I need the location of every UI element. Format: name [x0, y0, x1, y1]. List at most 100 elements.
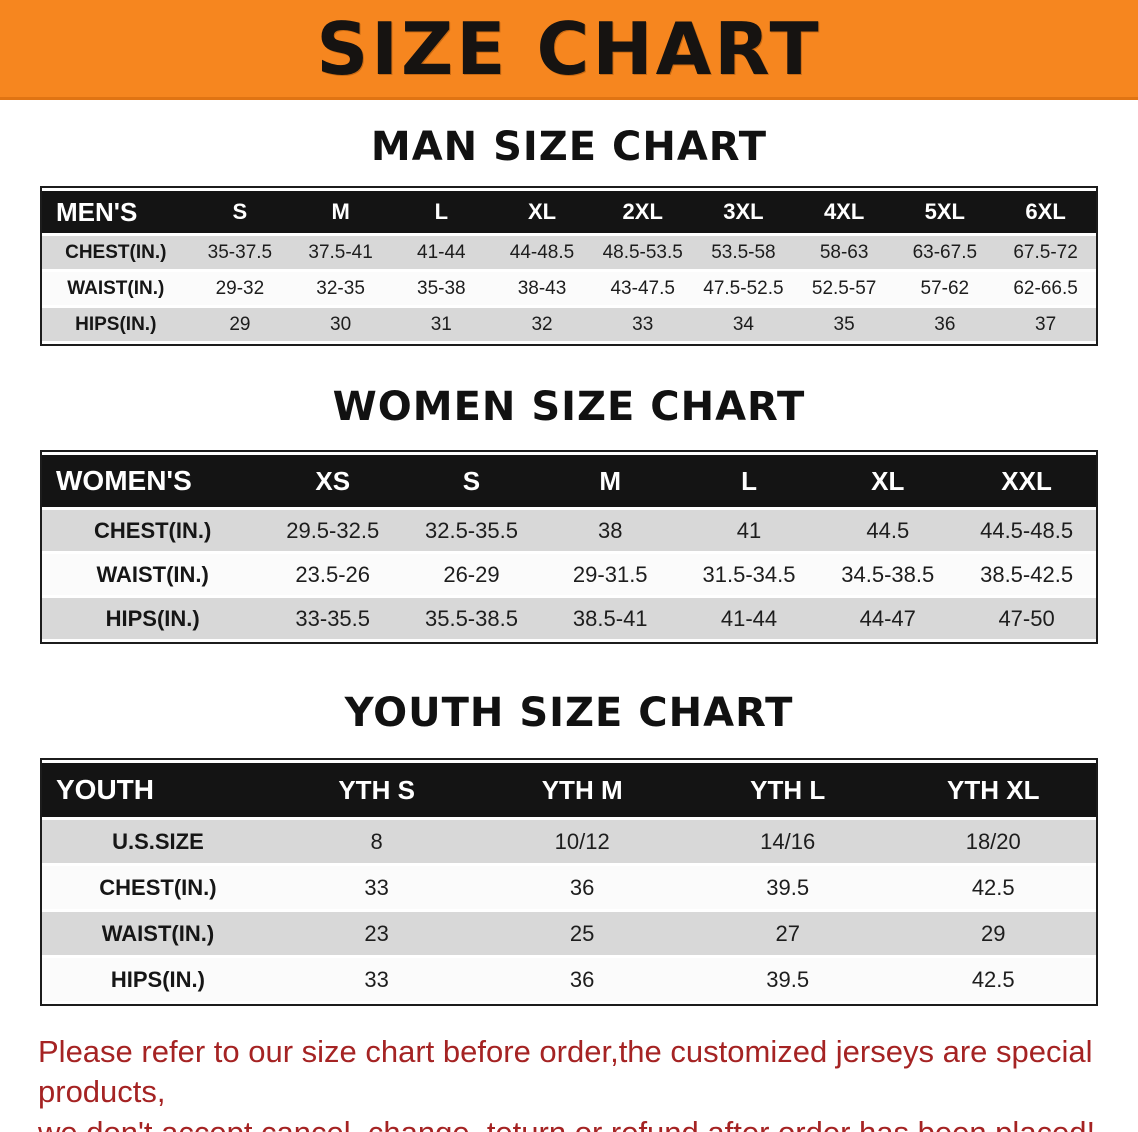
size-value-cell: 35 [793, 308, 895, 341]
size-column-header: 4XL [793, 191, 895, 233]
size-column-header: 3XL [693, 191, 794, 233]
size-value-cell: 62-66.5 [995, 272, 1096, 305]
size-value-cell: 53.5-58 [693, 236, 794, 269]
size-value-cell: 10/12 [479, 820, 685, 863]
size-value-cell: 63-67.5 [894, 236, 996, 269]
size-value-cell: 31.5-34.5 [679, 554, 819, 595]
women-section-heading: WOMEN SIZE CHART [332, 384, 806, 430]
size-column-header: M [540, 455, 680, 507]
size-column-header: XL [818, 455, 958, 507]
size-value-cell: 41 [679, 510, 819, 551]
size-value-cell: 29.5-32.5 [263, 510, 403, 551]
size-value-cell: 47.5-52.5 [693, 272, 794, 305]
size-value-cell: 32-35 [290, 272, 391, 305]
size-value-cell: 37.5-41 [290, 236, 391, 269]
youth-section-heading: YOUTH SIZE CHART [344, 690, 794, 736]
size-value-cell: 35-37.5 [189, 236, 291, 269]
size-value-cell: 29 [189, 308, 291, 341]
size-column-header: 2XL [592, 191, 694, 233]
order-policy-line-2: we don't accept cancel, change, teturn o… [38, 1113, 1100, 1132]
size-value-cell: 42.5 [890, 958, 1096, 1001]
size-value-cell: 44-47 [818, 598, 958, 639]
size-value-cell: 39.5 [684, 958, 891, 1001]
row-label: WAIST(IN.) [42, 272, 190, 305]
size-value-cell: 41-44 [679, 598, 819, 639]
size-value-cell: 37 [995, 308, 1096, 341]
size-column-header: XL [491, 191, 593, 233]
women-size-table: WOMEN'S XS S M L XL XXL CHEST(IN.) 29.5-32.5 32.5… [40, 450, 1098, 644]
size-value-cell: 35-38 [390, 272, 492, 305]
size-value-cell: 23.5-26 [263, 554, 403, 595]
row-label: WAIST(IN.) [42, 554, 264, 595]
size-value-cell: 34.5-38.5 [818, 554, 958, 595]
table-row: CHEST(IN.) 35-37.5 37.5-41 41-44 44-48.5 48.5… [42, 236, 1096, 269]
row-label: CHEST(IN.) [42, 236, 190, 269]
size-value-cell: 29-31.5 [540, 554, 680, 595]
size-column-header: YTH L [684, 763, 891, 817]
size-value-cell: 38.5-42.5 [957, 554, 1096, 595]
table-row: HIPS(IN.) 33-35.5 35.5-38.5 38.5-41 41-44 44-… [42, 598, 1096, 639]
size-value-cell: 33-35.5 [263, 598, 403, 639]
table-row: WAIST(IN.) 23.5-26 26-29 29-31.5 31.5-34.5 34… [42, 554, 1096, 595]
size-value-cell: 29 [890, 912, 1096, 955]
size-value-cell: 36 [894, 308, 996, 341]
size-value-cell: 43-47.5 [592, 272, 694, 305]
size-column-header: XS [263, 455, 403, 507]
row-label: HIPS(IN.) [42, 958, 274, 1001]
size-column-header: M [290, 191, 391, 233]
table-row: U.S.SIZE 8 10/12 14/16 18/20 [42, 820, 1096, 863]
size-column-header: L [390, 191, 492, 233]
size-column-header: L [679, 455, 819, 507]
table-corner-label: WOMEN'S [42, 455, 264, 507]
row-label: U.S.SIZE [42, 820, 274, 863]
size-value-cell: 36 [479, 958, 685, 1001]
size-value-cell: 44.5-48.5 [957, 510, 1096, 551]
size-value-cell: 18/20 [890, 820, 1096, 863]
size-value-cell: 57-62 [894, 272, 996, 305]
size-value-cell: 25 [479, 912, 685, 955]
size-value-cell: 34 [693, 308, 794, 341]
size-value-cell: 31 [390, 308, 492, 341]
size-chart-banner: SIZE CHART [0, 0, 1138, 100]
size-value-cell: 8 [273, 820, 480, 863]
table-row: HIPS(IN.) 29 30 31 32 33 34 35 36 37 [42, 308, 1096, 341]
size-value-cell: 33 [273, 866, 480, 909]
size-value-cell: 38.5-41 [540, 598, 680, 639]
size-value-cell: 42.5 [890, 866, 1096, 909]
youth-size-table: YOUTH YTH S YTH M YTH L YTH XL U.S.SIZE 8 10/12… [40, 758, 1098, 1006]
size-column-header: YTH XL [890, 763, 1096, 817]
size-value-cell: 33 [273, 958, 480, 1001]
size-value-cell: 41-44 [390, 236, 492, 269]
size-value-cell: 44-48.5 [491, 236, 593, 269]
size-value-cell: 26-29 [402, 554, 541, 595]
size-value-cell: 14/16 [684, 820, 891, 863]
table-row: CHEST(IN.) 29.5-32.5 32.5-35.5 38 41 44.5 44.5… [42, 510, 1096, 551]
size-value-cell: 33 [592, 308, 694, 341]
size-value-cell: 23 [273, 912, 480, 955]
row-label: CHEST(IN.) [42, 510, 264, 551]
table-corner-label: YOUTH [42, 763, 274, 817]
men-section-heading: MAN SIZE CHART [370, 124, 768, 170]
size-value-cell: 39.5 [684, 866, 891, 909]
size-value-cell: 44.5 [818, 510, 958, 551]
row-label: CHEST(IN.) [42, 866, 274, 909]
size-value-cell: 32 [491, 308, 593, 341]
size-value-cell: 27 [684, 912, 891, 955]
size-column-header: S [402, 455, 541, 507]
row-label: HIPS(IN.) [42, 598, 264, 639]
table-row: WAIST(IN.) 23 25 27 29 [42, 912, 1096, 955]
size-value-cell: 47-50 [957, 598, 1096, 639]
size-column-header: 6XL [995, 191, 1096, 233]
banner-title: SIZE CHART [316, 6, 822, 91]
size-column-header: YTH S [273, 763, 480, 817]
order-policy-notice: Please refer to our size chart before or… [38, 1032, 1100, 1132]
table-row: HIPS(IN.) 33 36 39.5 42.5 [42, 958, 1096, 1001]
size-value-cell: 38 [540, 510, 680, 551]
size-value-cell: 52.5-57 [793, 272, 895, 305]
table-row: CHEST(IN.) 33 36 39.5 42.5 [42, 866, 1096, 909]
size-value-cell: 35.5-38.5 [402, 598, 541, 639]
table-corner-label: MEN'S [42, 191, 190, 233]
size-value-cell: 58-63 [793, 236, 895, 269]
size-value-cell: 29-32 [189, 272, 291, 305]
table-header-row: WOMEN'S XS S M L XL XXL [42, 455, 1096, 507]
